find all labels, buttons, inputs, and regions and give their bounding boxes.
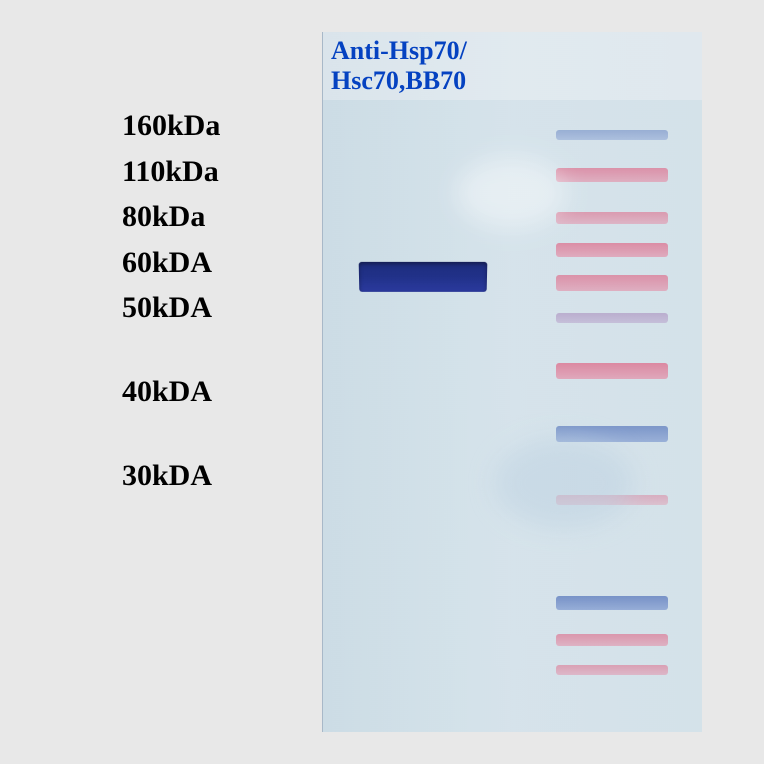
ladder-band [556, 243, 668, 257]
mw-label: 40kDA [122, 375, 212, 409]
sample-lane [343, 92, 503, 722]
ladder-band [556, 313, 668, 323]
ladder-lane [542, 92, 682, 722]
mw-label: 80kDa [122, 200, 205, 234]
ladder-band [556, 363, 668, 379]
mw-label: 110kDa [122, 155, 219, 189]
mw-label: 60kDA [122, 246, 212, 280]
molecular-weight-labels-column: 160kDa 110kDa 80kDa 60kDA 50kDA 40kDA 30kDA [62, 32, 322, 732]
gel-membrane-area: Anti-Hsp70/ Hsc70,BB70 [322, 32, 702, 732]
ladder-band [556, 212, 668, 224]
mw-label: 160kDa [122, 109, 220, 143]
ladder-band [556, 495, 668, 505]
ladder-band [556, 665, 668, 675]
ladder-band [556, 275, 668, 291]
ladder-band [556, 634, 668, 646]
ladder-band [556, 130, 668, 140]
ladder-band [556, 596, 668, 610]
lane-header-line2: Hsc70,BB70 [331, 66, 466, 95]
mw-label: 30kDA [122, 459, 212, 493]
ladder-band [556, 168, 668, 182]
lane-header-line1: Anti-Hsp70/ [331, 36, 467, 65]
western-blot-figure: 160kDa 110kDa 80kDa 60kDA 50kDA 40kDA 30kDA An… [62, 32, 702, 732]
lane-header: Anti-Hsp70/ Hsc70,BB70 [323, 32, 702, 100]
sample-band-hsp70 [359, 262, 488, 292]
mw-label: 50kDA [122, 291, 212, 325]
ladder-band [556, 426, 668, 442]
